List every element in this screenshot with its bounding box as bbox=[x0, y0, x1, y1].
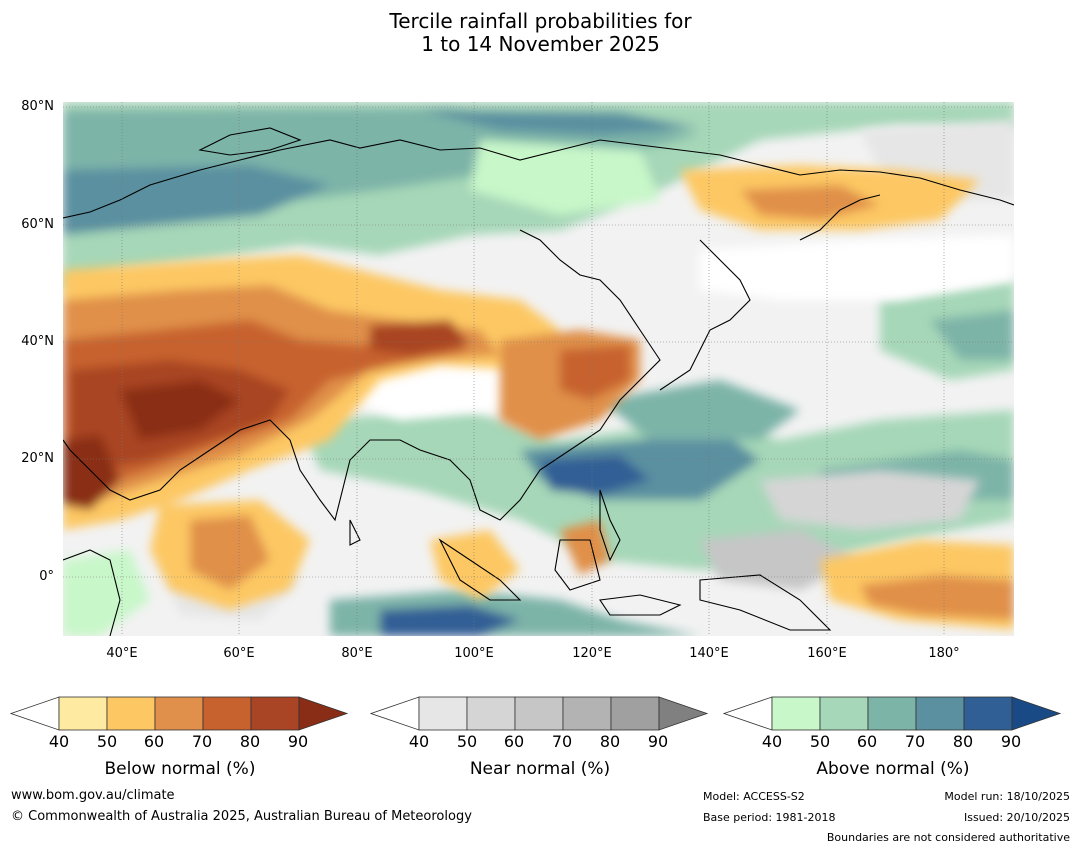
lat-label-20n: 20°N bbox=[21, 451, 54, 466]
above-tick-80: 80 bbox=[952, 732, 974, 751]
lon-label-180: 180° bbox=[928, 646, 960, 661]
above-colorbar-max-triangle bbox=[1011, 696, 1062, 731]
below-normal-field bbox=[63, 165, 1014, 630]
below-tick-70: 70 bbox=[191, 732, 213, 751]
above-normal-field bbox=[63, 102, 1014, 636]
above-colorbar-segment bbox=[915, 696, 965, 731]
below-colorbar-segment bbox=[250, 696, 300, 731]
above-tick-50: 50 bbox=[809, 732, 831, 751]
below-colorbar-segment bbox=[202, 696, 252, 731]
below-colorbar-segment bbox=[154, 696, 204, 731]
near-normal-label: Near normal (%) bbox=[469, 759, 611, 779]
below-tick-80: 80 bbox=[239, 732, 261, 751]
near-tick-70: 70 bbox=[551, 732, 573, 751]
lat-label-80n: 80°N bbox=[21, 99, 54, 114]
lon-label-80e: 80°E bbox=[341, 646, 373, 661]
map-title-line2: 1 to 14 November 2025 bbox=[421, 32, 660, 56]
lat-label-40n: 40°N bbox=[21, 334, 54, 349]
above-normal-colorbar bbox=[723, 696, 1062, 731]
above-tick-40: 40 bbox=[761, 732, 783, 751]
near-colorbar-min-triangle bbox=[370, 696, 420, 731]
near-colorbar-segment bbox=[514, 696, 564, 731]
below-tick-50: 50 bbox=[96, 732, 118, 751]
above-tick-60: 60 bbox=[856, 732, 878, 751]
below-tick-60: 60 bbox=[143, 732, 165, 751]
lon-label-60e: 60°E bbox=[223, 646, 255, 661]
lat-label-0: 0° bbox=[39, 569, 54, 584]
lon-label-160e: 160°E bbox=[807, 646, 847, 661]
near-normal-colorbar bbox=[370, 696, 709, 731]
boundaries-disclaimer: Boundaries are not considered authoritat… bbox=[826, 831, 1070, 844]
lon-label-100e: 100°E bbox=[454, 646, 494, 661]
lon-label-40e: 40°E bbox=[106, 646, 138, 661]
map-title-line1: Tercile rainfall probabilities for bbox=[389, 9, 692, 33]
near-tick-40: 40 bbox=[408, 732, 430, 751]
above-colorbar-segment bbox=[867, 696, 917, 731]
graticule bbox=[63, 102, 1014, 636]
below-normal-colorbar bbox=[10, 696, 349, 731]
above-colorbar-segment bbox=[819, 696, 869, 731]
lon-label-140e: 140°E bbox=[689, 646, 729, 661]
near-colorbar-max-triangle bbox=[658, 696, 709, 731]
above-tick-70: 70 bbox=[904, 732, 926, 751]
below-colorbar-segment bbox=[106, 696, 156, 731]
lat-label-60n: 60°N bbox=[21, 217, 54, 232]
below-colorbar-segment bbox=[58, 696, 108, 731]
model-name: Model: ACCESS-S2 bbox=[703, 790, 805, 803]
near-tick-50: 50 bbox=[456, 732, 478, 751]
above-normal-label: Above normal (%) bbox=[816, 759, 970, 779]
above-tick-90: 90 bbox=[1000, 732, 1022, 751]
near-tick-60: 60 bbox=[503, 732, 525, 751]
above-colorbar-segment bbox=[771, 696, 821, 731]
below-tick-40: 40 bbox=[48, 732, 70, 751]
near-colorbar-segment bbox=[562, 696, 612, 731]
coastlines bbox=[63, 127, 1014, 636]
issued-date: Issued: 20/10/2025 bbox=[963, 811, 1070, 824]
below-tick-90: 90 bbox=[287, 732, 309, 751]
model-run-date: Model run: 18/10/2025 bbox=[944, 790, 1070, 803]
near-tick-80: 80 bbox=[599, 732, 621, 751]
below-colorbar-min-triangle bbox=[10, 696, 60, 731]
near-tick-90: 90 bbox=[647, 732, 669, 751]
near-colorbar-segment bbox=[466, 696, 516, 731]
website-link[interactable]: www.bom.gov.au/climate bbox=[11, 788, 175, 803]
below-colorbar-max-triangle bbox=[298, 696, 349, 731]
near-colorbar-segment bbox=[418, 696, 468, 731]
above-colorbar-segment bbox=[963, 696, 1013, 731]
copyright-notice: © Commonwealth of Australia 2025, Austra… bbox=[11, 809, 472, 824]
lon-label-120e: 120°E bbox=[572, 646, 612, 661]
near-colorbar-segment bbox=[610, 696, 660, 731]
base-period: Base period: 1981-2018 bbox=[703, 811, 836, 824]
above-colorbar-min-triangle bbox=[723, 696, 773, 731]
below-normal-label: Below normal (%) bbox=[104, 759, 256, 779]
